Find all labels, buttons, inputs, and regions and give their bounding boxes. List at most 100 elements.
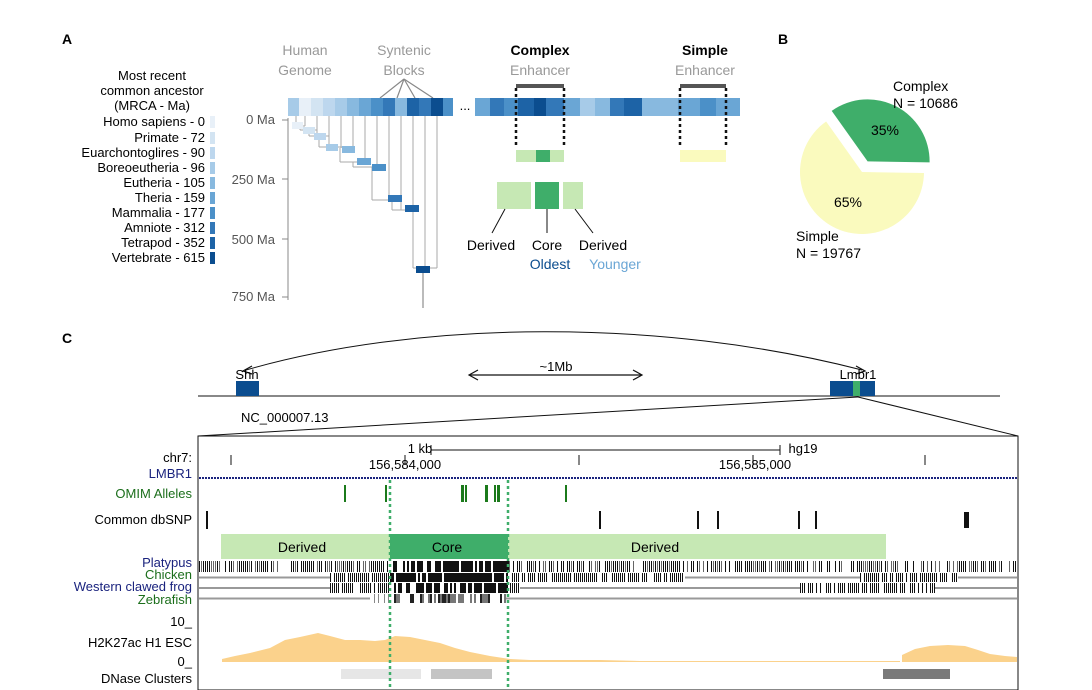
alignment-block xyxy=(581,561,582,572)
alignment-block xyxy=(350,573,351,582)
alignment-block xyxy=(422,594,424,603)
track-chicken-label: Chicken xyxy=(145,567,192,582)
scale-bar-label: 1 kb xyxy=(408,441,433,456)
alignment-block xyxy=(261,561,262,572)
alignment-block xyxy=(446,573,448,582)
alignment-block xyxy=(599,561,600,572)
alignment-block xyxy=(735,561,736,572)
alignment-block xyxy=(592,573,593,582)
alignment-block xyxy=(353,561,354,572)
alignment-block xyxy=(611,561,612,572)
alignment-block xyxy=(297,561,298,572)
alignment-block xyxy=(338,583,339,593)
alignment-block xyxy=(418,583,420,593)
alignment-block xyxy=(446,594,448,603)
alignment-block xyxy=(465,561,467,572)
mrca-item-label: Tetrapod - 352 xyxy=(121,235,205,250)
oldest-label: Oldest xyxy=(530,256,571,272)
alignment-block xyxy=(522,573,523,582)
alignment-block xyxy=(828,583,829,593)
alignment-block xyxy=(961,561,962,572)
alignment-block xyxy=(546,573,547,582)
conservation-tracks xyxy=(199,561,1017,603)
mrca-item-label: Euarchontoglires - 90 xyxy=(81,145,205,160)
alignment-block xyxy=(872,583,873,593)
core-label: Core xyxy=(532,237,563,253)
alignment-block xyxy=(448,573,450,582)
alignment-block xyxy=(374,573,375,582)
alignment-block xyxy=(488,583,490,593)
accession-label: NC_000007.13 xyxy=(241,410,328,425)
alignment-block xyxy=(787,561,788,572)
alignment-block xyxy=(999,561,1000,572)
alignment-block xyxy=(896,583,897,593)
alignment-block xyxy=(816,583,817,593)
alignment-block xyxy=(659,561,660,572)
alignment-block xyxy=(501,561,503,572)
alignment-block xyxy=(436,583,438,593)
alignment-block xyxy=(490,573,492,582)
alignment-block xyxy=(959,561,960,572)
alignment-block xyxy=(487,561,489,572)
alignment-block xyxy=(902,573,903,582)
alignment-block xyxy=(388,583,389,593)
alignment-block xyxy=(921,561,922,572)
alignment-block xyxy=(484,583,486,593)
alignment-block xyxy=(354,573,355,582)
alignment-block xyxy=(747,561,748,572)
human-genome-label-2: Genome xyxy=(278,62,332,78)
alignment-block xyxy=(853,561,854,572)
alignment-block xyxy=(450,583,452,593)
alignment-block xyxy=(352,573,353,582)
alignment-block xyxy=(377,561,378,572)
alignment-gap xyxy=(505,597,1017,600)
alignment-block xyxy=(707,561,708,572)
alignment-block xyxy=(881,561,882,572)
mrca-swatch xyxy=(210,162,215,174)
alignment-block xyxy=(812,583,813,593)
alignment-block xyxy=(317,561,318,572)
pie-simple-percent: 65% xyxy=(834,194,862,210)
alignment-block xyxy=(378,583,379,593)
alignment-block xyxy=(412,573,414,582)
alignment-block xyxy=(848,583,849,593)
alignment-block xyxy=(516,583,517,593)
alignment-block xyxy=(594,573,595,582)
alignment-block xyxy=(418,573,420,582)
alignment-block xyxy=(663,561,664,572)
alignment-block xyxy=(777,561,778,572)
alignment-block xyxy=(874,573,875,582)
alignment-block xyxy=(795,561,796,572)
alignment-block xyxy=(741,561,742,572)
alignment-block xyxy=(864,583,865,593)
alignment-block xyxy=(363,561,364,572)
alignment-block xyxy=(519,561,520,572)
mrca-swatch xyxy=(210,192,215,204)
alignment-block xyxy=(337,561,338,572)
alignment-block xyxy=(410,573,412,582)
alignment-block xyxy=(991,561,992,572)
mrca-legend: Homo sapiens - 0 Primate - 72 Euarchonto… xyxy=(81,114,205,265)
alignment-block xyxy=(277,561,278,572)
alignment-block xyxy=(554,573,555,582)
mrca-title-line2: common ancestor xyxy=(100,83,204,98)
alignment-block xyxy=(664,573,665,582)
alignment-block xyxy=(406,583,408,593)
alignment-block xyxy=(373,561,374,572)
mrca-title-line3: (MRCA - Ma) xyxy=(114,98,190,113)
genome-bar xyxy=(288,98,453,116)
simple-enhancer-title: Simple xyxy=(682,42,728,58)
alignment-block xyxy=(273,561,274,572)
alignment-block xyxy=(895,561,896,572)
alignment-block xyxy=(201,561,202,572)
alignment-block xyxy=(632,573,633,582)
alignment-block xyxy=(551,561,552,572)
alignment-block xyxy=(871,561,872,572)
derived-segment-left xyxy=(221,534,390,559)
alignment-block xyxy=(468,573,470,582)
alignment-block xyxy=(558,573,559,582)
alignment-block xyxy=(669,561,670,572)
alignment-block xyxy=(484,594,486,603)
alignment-block xyxy=(878,583,879,593)
alignment-block xyxy=(372,573,373,582)
